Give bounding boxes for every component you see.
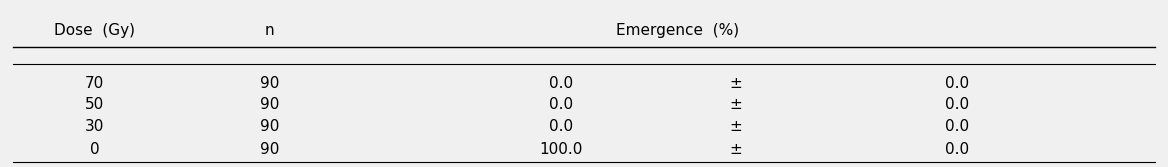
Text: 50: 50 [85, 97, 104, 112]
Text: 0.0: 0.0 [549, 76, 572, 91]
Text: Dose  (Gy): Dose (Gy) [54, 23, 135, 38]
Text: 90: 90 [259, 119, 279, 134]
Text: 0.0: 0.0 [945, 142, 969, 157]
Text: Emergence  (%): Emergence (%) [616, 23, 739, 38]
Text: 70: 70 [85, 76, 104, 91]
Text: 0.0: 0.0 [549, 119, 572, 134]
Text: 100.0: 100.0 [538, 142, 583, 157]
Text: 90: 90 [259, 97, 279, 112]
Text: 0.0: 0.0 [549, 97, 572, 112]
Text: 0.0: 0.0 [945, 97, 969, 112]
Text: ±: ± [729, 76, 742, 91]
Text: 90: 90 [259, 76, 279, 91]
Text: 90: 90 [259, 142, 279, 157]
Text: 0: 0 [90, 142, 99, 157]
Text: 0.0: 0.0 [945, 76, 969, 91]
Text: n: n [265, 23, 274, 38]
Text: 30: 30 [85, 119, 104, 134]
Text: ±: ± [729, 142, 742, 157]
Text: ±: ± [729, 119, 742, 134]
Text: 0.0: 0.0 [945, 119, 969, 134]
Text: ±: ± [729, 97, 742, 112]
